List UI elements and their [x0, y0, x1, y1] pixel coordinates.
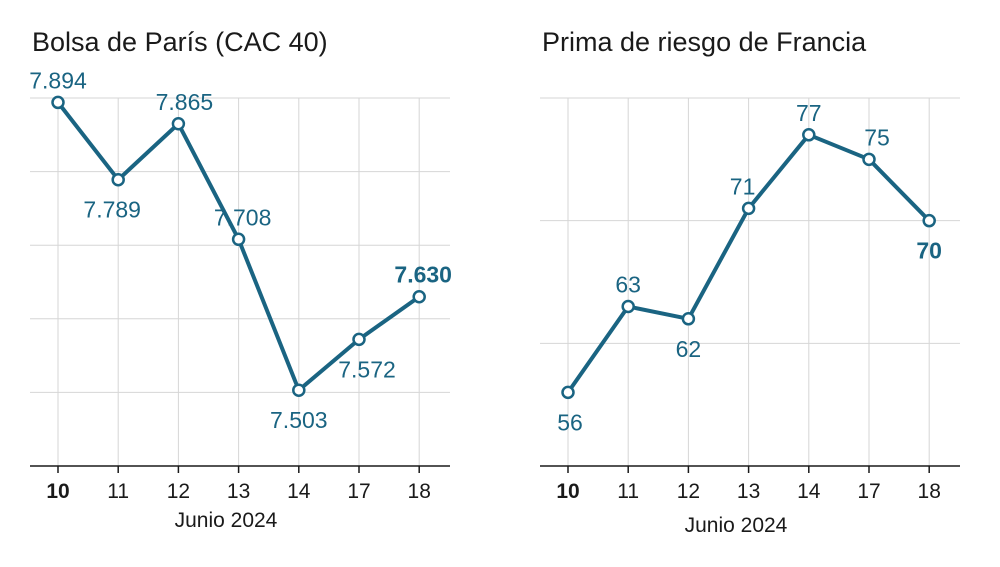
- data-point: [681, 312, 696, 326]
- data-point: [621, 299, 635, 314]
- data-point: [412, 289, 426, 304]
- data-point: [111, 172, 125, 187]
- data-label: 56: [557, 409, 583, 435]
- data-point: [561, 385, 575, 400]
- x-tick-label: 10: [556, 480, 579, 503]
- data-label: 70: [916, 238, 942, 264]
- data-label: 7.503: [270, 407, 328, 433]
- data-point: [802, 128, 816, 142]
- data-label: 7.572: [338, 356, 396, 382]
- x-tick-labels: 10 11 12 13 14 17 18: [556, 480, 941, 503]
- data-point: [862, 152, 876, 167]
- x-axis-label: Junio 2024: [685, 514, 788, 537]
- data-label: 62: [676, 336, 702, 362]
- x-tick-labels: 10 11 12 13 14 17 18: [46, 480, 431, 503]
- data-label: 7.630: [394, 262, 452, 288]
- x-tick-label: 17: [347, 480, 370, 503]
- chart-title: Bolsa de París (CAC 40): [32, 27, 328, 57]
- data-point: [352, 332, 366, 347]
- data-point: [292, 383, 306, 397]
- chart-prima-riesgo: Prima de riesgo de Francia 10 11 12 13 14 17 1…: [540, 27, 960, 537]
- data-label: 71: [730, 173, 756, 199]
- x-tick-label: 14: [797, 480, 821, 503]
- x-tick-label: 18: [408, 480, 431, 503]
- data-label: 63: [615, 272, 641, 298]
- data-point: [51, 95, 65, 110]
- x-axis: [30, 465, 450, 473]
- gridlines: [30, 97, 450, 466]
- data-label: 7.789: [83, 197, 141, 223]
- x-tick-label: 14: [287, 480, 311, 503]
- gridlines: [540, 97, 960, 466]
- x-tick-label: 10: [46, 480, 69, 503]
- x-tick-label: 11: [107, 480, 129, 503]
- x-tick-label: 13: [227, 480, 250, 503]
- series-prima-riesgo: [561, 128, 936, 400]
- data-label: 7.708: [214, 204, 272, 230]
- chart-cac40: Bolsa de París (CAC 40) 10 11 12 13 14 17 18 J…: [29, 27, 452, 532]
- x-tick-label: 11: [617, 480, 639, 503]
- data-label: 75: [864, 124, 890, 150]
- data-point: [171, 117, 186, 131]
- x-tick-label: 18: [918, 480, 941, 503]
- data-labels: 56 63 62 71 77 75 70: [557, 100, 942, 436]
- data-point: [231, 232, 246, 247]
- chart-title: Prima de riesgo de Francia: [542, 27, 867, 57]
- x-tick-label: 12: [677, 480, 700, 503]
- data-label: 77: [796, 100, 822, 126]
- x-axis-label: Junio 2024: [175, 509, 278, 532]
- x-axis: [540, 465, 960, 473]
- data-labels: 7.894 7.789 7.865 7.708 7.503 7.572 7.630: [29, 67, 452, 433]
- series-cac40: [51, 95, 426, 397]
- data-label: 7.865: [156, 89, 214, 115]
- x-tick-label: 17: [857, 480, 880, 503]
- data-label: 7.894: [29, 67, 87, 93]
- x-tick-label: 12: [167, 480, 190, 503]
- x-tick-label: 13: [737, 480, 760, 503]
- data-point: [741, 201, 756, 216]
- data-point: [922, 213, 936, 228]
